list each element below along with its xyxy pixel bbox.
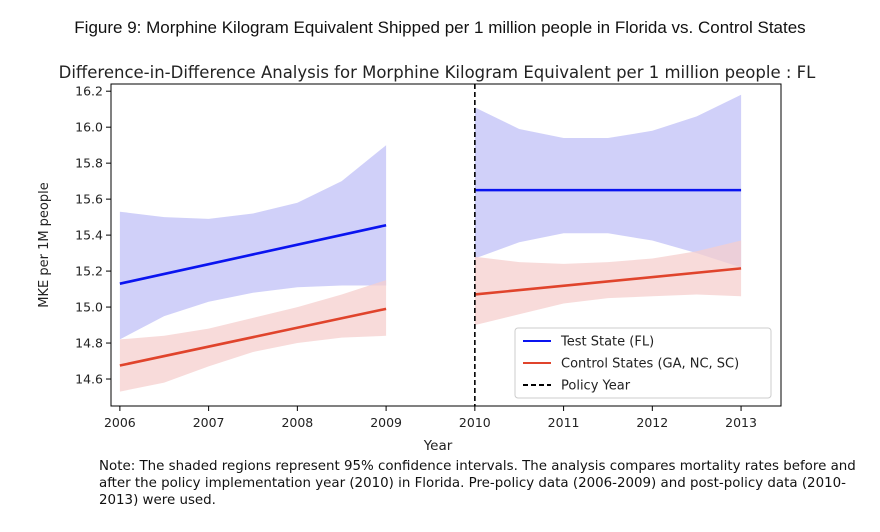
y-tick-label: 15.2 bbox=[75, 264, 103, 279]
series-lines bbox=[119, 188, 742, 367]
ci-band-test-pre bbox=[119, 145, 387, 340]
y-tick-label: 15.0 bbox=[75, 300, 103, 315]
y-axis-label: MKE per 1M people bbox=[37, 182, 52, 308]
x-tick-label: 2007 bbox=[193, 415, 225, 430]
y-tick-label: 16.0 bbox=[75, 120, 103, 135]
y-tick-label: 16.2 bbox=[75, 84, 103, 99]
ci-band-control-pre bbox=[119, 280, 387, 392]
figure-caption: Figure 9: Morphine Kilogram Equivalent S… bbox=[74, 18, 806, 37]
x-axis-label: Year bbox=[423, 438, 453, 454]
series-line-control-post bbox=[474, 267, 742, 296]
chart-note: Note: The shaded regions represent 95% c… bbox=[99, 459, 856, 508]
x-axis: 2006 2007 2008 2009 2010 2011 2012 2013 bbox=[104, 406, 757, 430]
y-tick-label: 14.6 bbox=[75, 372, 103, 387]
confidence-bands bbox=[119, 94, 742, 392]
x-tick-label: 2008 bbox=[281, 415, 313, 430]
x-tick-label: 2009 bbox=[370, 415, 402, 430]
x-tick-label: 2013 bbox=[725, 415, 757, 430]
legend-label: Control States (GA, NC, SC) bbox=[561, 357, 739, 372]
series-line-control-pre bbox=[119, 307, 387, 367]
ci-band-test-post bbox=[474, 94, 742, 268]
y-tick-label: 15.4 bbox=[75, 228, 103, 243]
y-axis: 14.6 14.8 15.0 15.2 15.4 15.6 15.8 16.0 16.2 bbox=[75, 84, 111, 387]
x-tick-label: 2010 bbox=[459, 415, 491, 430]
legend: Test State (FL) Control States (GA, NC, S… bbox=[514, 327, 772, 399]
x-tick-label: 2011 bbox=[548, 415, 580, 430]
x-tick-label: 2012 bbox=[636, 415, 668, 430]
legend-box bbox=[514, 327, 772, 399]
x-tick-label: 2006 bbox=[104, 415, 136, 430]
series-line-test-pre bbox=[119, 223, 387, 285]
chart-title: Difference-in-Difference Analysis for Mo… bbox=[59, 63, 817, 82]
y-tick-label: 15.6 bbox=[75, 192, 103, 207]
ci-band-control-post bbox=[474, 240, 742, 326]
legend-label: Policy Year bbox=[561, 379, 631, 394]
plot-frame bbox=[110, 83, 782, 407]
legend-label: Test State (FL) bbox=[560, 335, 654, 350]
y-tick-label: 15.8 bbox=[75, 156, 103, 171]
y-tick-label: 14.8 bbox=[75, 336, 103, 351]
